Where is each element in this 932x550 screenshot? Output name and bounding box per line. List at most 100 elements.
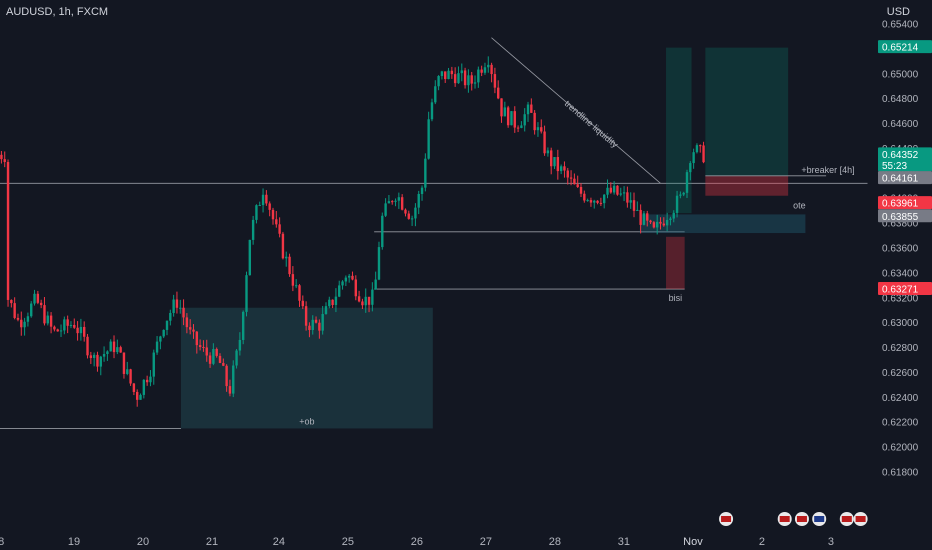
price-tag [878,147,932,172]
price-tag-label: 0.64161 [882,174,919,185]
candle [569,177,573,179]
candle [626,192,629,203]
candle [30,303,33,317]
candle [516,127,520,129]
candle [208,355,212,364]
candle [463,70,467,86]
candle [553,157,556,167]
currency-label: USD [886,6,910,18]
candle [546,150,550,154]
zone-bisi [666,236,685,290]
y-tick-label: 0.63000 [882,318,919,329]
candle [692,152,695,164]
candle [344,277,348,282]
candle [616,185,619,195]
candle [185,317,189,328]
candle [212,348,215,364]
candle [361,301,364,306]
y-tick-label: 0.61800 [882,468,919,479]
candle [106,351,109,354]
candle [589,200,593,203]
candle [228,386,232,394]
candle [377,247,381,280]
candle [162,329,165,337]
candle [69,324,73,326]
candle [394,200,397,202]
candle [222,362,225,366]
candle [278,224,281,234]
trendline[interactable] [491,37,661,184]
candle [480,69,483,73]
price-tag-label: 0.63961 [882,199,919,210]
candle [450,70,454,75]
candle [629,200,632,203]
candle [36,293,40,303]
us-flag-icon-stripe [779,516,790,522]
candle [238,339,242,351]
candle [497,87,500,99]
candle [328,299,331,307]
candle [387,201,391,204]
y-tick-label: 0.63600 [882,244,919,255]
candle [675,195,679,213]
candle [655,221,659,228]
candle [682,192,685,195]
candle [112,341,116,353]
candle [10,299,13,304]
candle [6,162,10,300]
candle [331,299,334,305]
candle [149,376,152,383]
candle [304,306,308,326]
candle [159,336,162,342]
candle [119,347,122,353]
candle [702,145,705,163]
candle [175,299,179,308]
candle [20,319,23,328]
candle [182,307,185,318]
candle [265,194,268,204]
candle [646,213,649,221]
candle [563,166,566,171]
candle [662,223,666,226]
candle [510,111,513,126]
breaker-label: +breaker [4h] [801,165,854,175]
candle [447,70,450,80]
candle [172,299,175,313]
candle [298,285,301,301]
candle [152,352,155,377]
candle [420,187,424,194]
zone-ote [639,214,806,234]
candle [324,306,328,315]
candle [596,200,599,203]
price-tag [878,40,932,54]
candle [483,67,487,73]
candle [559,166,563,172]
candle [500,98,503,117]
candle [139,394,142,400]
candle [3,159,6,163]
candle [593,200,596,203]
candle [632,200,636,211]
candle [76,327,79,334]
candle [354,279,357,297]
candle [444,71,447,80]
y-tick-label: 0.64600 [882,119,919,130]
candle [523,114,526,126]
candle [56,329,59,332]
x-tick-label: 3 [828,536,834,548]
candle [679,194,682,196]
zone-label: ote [793,200,806,210]
candle [414,207,417,219]
candle [291,274,295,286]
x-tick-label: 18 [0,536,4,548]
candle [285,256,288,259]
candle [367,296,371,305]
zone-9 [705,47,789,176]
candle [430,102,434,120]
candle [301,300,305,307]
candle [46,315,49,324]
candle [371,289,374,305]
candle [215,348,218,356]
candle [437,76,440,87]
